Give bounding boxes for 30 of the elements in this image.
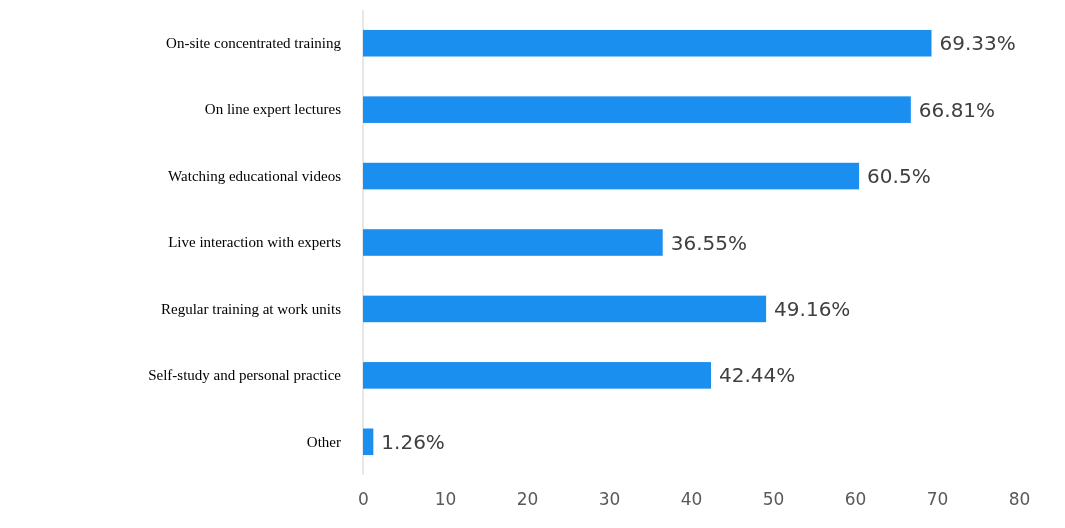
x-tick-label: 10 [434, 489, 457, 509]
x-tick-label: 70 [926, 489, 949, 509]
bar [363, 29, 932, 57]
y-tick-label: On-site concentrated training [166, 35, 342, 52]
y-tick-label: Live interaction with experts [168, 234, 342, 251]
y-tick-label: On line expert lectures [204, 101, 342, 118]
bar [363, 96, 911, 123]
x-tick-label: 20 [516, 489, 539, 509]
bar [363, 295, 767, 323]
bar [363, 229, 663, 256]
y-tick-label: Self-study and personal practice [148, 367, 342, 384]
x-tick-label: 40 [680, 489, 703, 509]
bar [363, 162, 860, 190]
x-tick-label: 50 [762, 489, 785, 509]
data-label: 42.44% [719, 363, 796, 388]
bar [363, 362, 712, 389]
data-label: 69.33% [939, 31, 1016, 56]
data-label: 66.81% [918, 97, 996, 122]
data-label: 1.26% [381, 429, 445, 454]
y-tick-label: Watching educational videos [168, 167, 342, 184]
x-tick-label: 0 [358, 489, 369, 509]
data-label: 60.5% [867, 164, 931, 189]
y-tick-label: Regular training at work units [161, 300, 342, 317]
x-tick-label: 80 [1008, 489, 1031, 509]
x-tick-label: 60 [844, 489, 867, 509]
x-tick-label: 30 [598, 489, 621, 509]
data-label: 36.55% [670, 230, 747, 255]
data-label: 49.16% [774, 296, 851, 321]
y-tick-label: Other [306, 433, 341, 450]
bar [363, 428, 374, 456]
